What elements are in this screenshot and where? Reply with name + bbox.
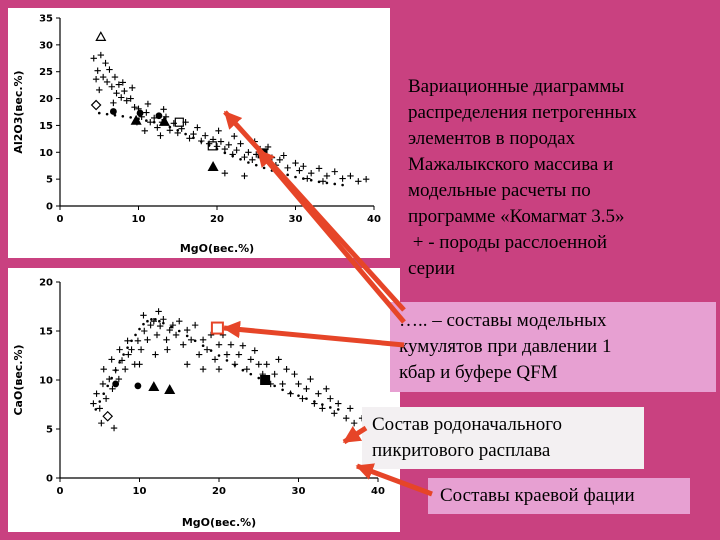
svg-text:10: 10 — [133, 486, 147, 497]
svg-text:15: 15 — [39, 121, 53, 132]
series-highlight-square-red — [210, 321, 224, 335]
svg-text:0: 0 — [46, 474, 53, 485]
svg-text:0: 0 — [46, 202, 53, 213]
svg-text:MgO(вес.%): MgO(вес.%) — [180, 242, 254, 255]
series-layered-series-plus — [90, 51, 370, 185]
svg-text:20: 20 — [210, 214, 224, 225]
series-open-diamond — [102, 410, 114, 422]
series-open-squares — [174, 117, 217, 151]
svg-text:0: 0 — [57, 214, 64, 225]
marginal-facies-note: Составы краевой фации — [428, 478, 690, 514]
al2o3-vs-mgo-chart: 0 10 20 30 40 0 5 10 15 20 25 30 35 MgO(вес.%) Al2O3(в… — [12, 14, 381, 256]
series-filled-square-large — [257, 148, 268, 159]
series-open-diamond — [90, 99, 102, 111]
parental-melt-note: Состав родоначального пикритового распла… — [362, 407, 644, 469]
svg-text:20: 20 — [39, 278, 53, 289]
axes: 0 10 20 30 40 0 5 10 15 20 MgO(вес.%) CaO(вес.%) — [12, 278, 385, 530]
series-filled-square-large — [260, 375, 271, 385]
svg-text:20: 20 — [39, 94, 53, 105]
svg-text:10: 10 — [132, 214, 146, 225]
series-filled-circles — [112, 380, 142, 390]
al2o3-chart-panel: 0 10 20 30 40 0 5 10 15 20 25 30 35 MgO(вес.%) Al2O3(в… — [8, 8, 390, 258]
svg-text:30: 30 — [289, 214, 303, 225]
svg-text:10: 10 — [39, 148, 53, 159]
svg-text:10: 10 — [39, 376, 53, 387]
svg-text:25: 25 — [39, 67, 53, 78]
series-open-triangle — [95, 31, 107, 41]
cao-vs-mgo-chart: 0 10 20 30 40 0 5 10 15 20 MgO(вес.%) CaO(вес.%) — [12, 278, 385, 530]
svg-text:MgO(вес.%): MgO(вес.%) — [182, 516, 256, 529]
svg-text:CaO(вес.%): CaO(вес.%) — [12, 344, 25, 415]
svg-text:Al2O3(вес.%): Al2O3(вес.%) — [12, 70, 25, 153]
svg-text:15: 15 — [39, 327, 53, 338]
series-layered-series-plus — [90, 308, 374, 437]
svg-text:5: 5 — [46, 175, 53, 186]
svg-text:30: 30 — [39, 40, 53, 51]
series-filled-circles — [109, 108, 163, 120]
cao-chart-panel: 0 10 20 30 40 0 5 10 15 20 MgO(вес.%) CaO(вес.%) — [8, 268, 400, 532]
svg-text:40: 40 — [367, 214, 381, 225]
series-filled-triangles — [148, 381, 176, 394]
cumulates-note: ….. – составы модельных кумулятов при да… — [390, 302, 716, 392]
svg-text:40: 40 — [371, 486, 385, 497]
svg-text:20: 20 — [212, 486, 226, 497]
svg-text:5: 5 — [46, 425, 53, 436]
svg-text:30: 30 — [292, 486, 306, 497]
svg-text:0: 0 — [57, 486, 64, 497]
series-filled-triangles — [130, 114, 219, 171]
main-caption: Вариационные диаграммы распределения пет… — [408, 76, 637, 279]
svg-text:35: 35 — [39, 14, 53, 25]
